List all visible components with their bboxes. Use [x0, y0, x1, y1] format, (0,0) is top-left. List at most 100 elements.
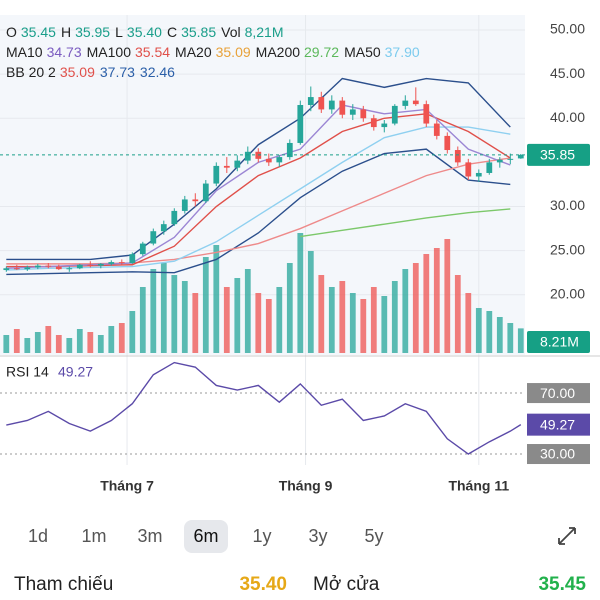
chart: Tháng 7 Tháng 9 Tháng 11 50.00 45.00 40.00 30.… — [0, 15, 600, 494]
y-tick-label: 30.00 — [550, 197, 585, 213]
volume-bar — [402, 269, 409, 353]
ma-value: 34.73 — [46, 44, 82, 60]
period-button[interactable]: 1d — [27, 525, 49, 546]
candle-body — [55, 266, 62, 270]
price-tag — [527, 143, 590, 166]
y-tick-label: 45.00 — [550, 65, 585, 81]
line-indicator — [6, 148, 511, 276]
ma-value: 35.09 — [215, 44, 251, 60]
footer-value: 35.45 — [538, 574, 586, 595]
ohlc-row: O 35.45 H 35.95 L 35.40 C 35.85 Vol 8,21M — [6, 22, 425, 42]
y-tick-label: 40.00 — [550, 109, 585, 125]
footer-item: Mở cửa 35.45 — [313, 574, 586, 596]
volume-bar — [244, 269, 251, 353]
period-button[interactable]: 1m — [81, 525, 107, 546]
line-rsi — [6, 361, 522, 455]
volume-bar — [34, 332, 41, 353]
volume-bar — [444, 239, 451, 353]
volume-bar — [139, 287, 146, 353]
line-indicator — [6, 77, 511, 261]
period-button[interactable]: 1y — [252, 525, 272, 546]
volume-bar — [87, 332, 94, 353]
candle-body — [475, 172, 482, 177]
ohlc-value: 35.85 — [181, 24, 217, 40]
ohlc-value: 35.45 — [20, 24, 56, 40]
candle-body — [202, 183, 209, 202]
volume-bar — [150, 269, 157, 353]
x-tick-label: Tháng 11 — [448, 478, 509, 494]
ohlc-label: O — [6, 24, 17, 40]
candle-body — [97, 263, 104, 266]
rsi-current-tag — [527, 413, 590, 436]
candle-body — [13, 268, 20, 270]
volume-bar — [129, 311, 136, 353]
volume-bar — [213, 245, 220, 353]
candle-body — [360, 109, 367, 119]
candle-body — [66, 268, 73, 270]
ma-label: MA20 — [175, 44, 212, 60]
volume-bar — [465, 293, 472, 353]
period-button[interactable]: 5y — [364, 525, 384, 546]
volume-bar — [192, 293, 199, 353]
candle-body — [3, 268, 10, 271]
y-tick-label: 20.00 — [550, 285, 585, 301]
volume-bar — [307, 251, 314, 353]
footer: Tham chiếu 35.40 Mở cửa 35.45 — [14, 574, 586, 596]
volume-tag-label: 8.21M — [540, 334, 579, 350]
candle-body — [507, 158, 514, 160]
candle-body — [328, 100, 335, 110]
candle-body — [402, 100, 409, 106]
rsi-tick-label: 30.00 — [540, 446, 575, 462]
ma-label: MA10 — [6, 44, 43, 60]
footer-label: Tham chiếu — [14, 574, 114, 595]
footer-item: Tham chiếu 35.40 — [14, 574, 287, 596]
candle-body — [244, 151, 251, 161]
volume-bar — [286, 263, 293, 353]
candle-body — [381, 123, 388, 128]
candle-body — [454, 150, 461, 163]
volume-bar — [223, 287, 230, 353]
ohlc-value: 35.95 — [75, 24, 111, 40]
volume-bar — [108, 326, 115, 353]
volume-bar — [171, 275, 178, 353]
volume-bar — [118, 323, 125, 353]
candle-body — [192, 199, 199, 202]
candle-body — [318, 97, 325, 110]
volume-bar — [76, 329, 83, 353]
candle-body — [171, 210, 178, 225]
candle-body — [76, 264, 83, 269]
candle-body — [139, 243, 146, 255]
period-button[interactable]: 3m — [137, 525, 163, 546]
volume-bar — [255, 293, 262, 353]
candle-body — [444, 135, 451, 151]
volume-bar — [276, 287, 283, 353]
candle-body — [307, 97, 314, 106]
candle-body — [34, 265, 41, 268]
footer-label: Mở cửa — [313, 574, 380, 595]
candle-body — [276, 157, 283, 163]
candle-body — [150, 231, 157, 244]
candle-body — [297, 105, 304, 143]
candle-body — [234, 160, 241, 168]
volume-bar — [454, 275, 461, 353]
candle-body — [465, 162, 472, 177]
rsi-current-label: 49.27 — [540, 416, 575, 432]
candle-body — [517, 154, 524, 159]
ma-row: MA10 34.73 MA100 35.54 MA20 35.09 MA200 29.72 MA… — [6, 42, 425, 62]
volume-bar — [349, 293, 356, 353]
ohlc-label: Vol — [221, 24, 241, 40]
footer-value: 35.40 — [239, 574, 287, 595]
period-button[interactable]: 3y — [308, 525, 328, 546]
volume-bar — [433, 248, 440, 353]
candle-body — [496, 159, 503, 163]
period-bar: 1d 1m 3m 6m 1y 3y 5y — [10, 516, 588, 556]
candle-body — [160, 224, 167, 232]
volume-bar — [202, 257, 209, 353]
bb-value: 32.46 — [139, 64, 175, 80]
period-button[interactable]: 6m — [184, 519, 228, 553]
expand-icon[interactable] — [555, 524, 579, 548]
volume-bar — [181, 281, 188, 353]
volume-bar — [391, 281, 398, 353]
candle-body — [213, 165, 220, 184]
